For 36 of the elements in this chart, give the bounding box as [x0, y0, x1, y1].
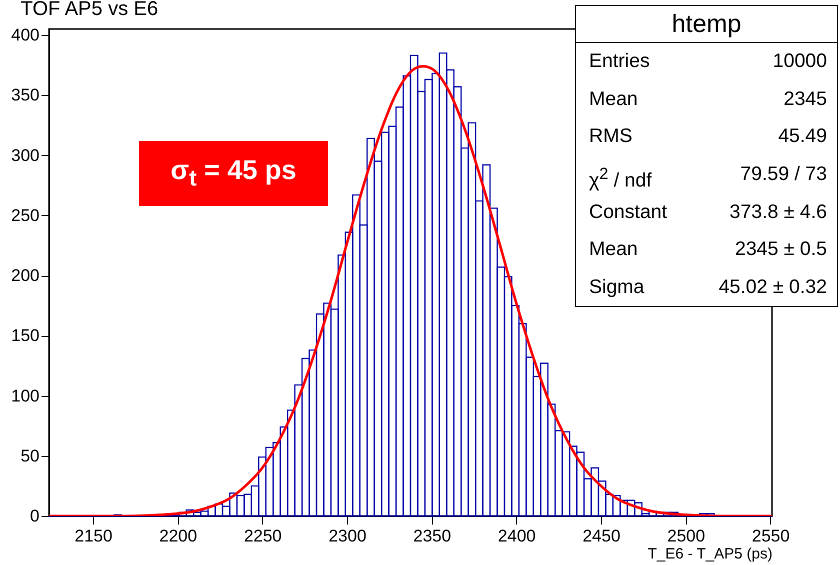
- text: 10000: [772, 50, 827, 72]
- annotation: 79.59 / 73: [740, 162, 827, 188]
- x-tick-label: 2400: [498, 526, 536, 546]
- text: 45.49: [778, 125, 827, 148]
- y-tick-label: 350: [11, 86, 40, 105]
- annotation: 373.8 ± 4.6: [730, 200, 827, 225]
- annotation: Sigma: [589, 275, 644, 300]
- annotation: htemp: [576, 6, 837, 43]
- y-tick-label: 50: [20, 446, 40, 466]
- y-tick-label: 250: [11, 206, 40, 225]
- x-tick-label: 2250: [244, 526, 282, 546]
- annotation: 45.02 ± 0.32: [718, 275, 827, 300]
- annotation: Mean: [589, 237, 638, 262]
- x-tick-label: 2550: [752, 526, 790, 546]
- annotation: Constant: [589, 200, 668, 225]
- x-tick-label: 2300: [328, 526, 366, 546]
- y-tick-label: 400: [11, 26, 40, 45]
- annotation: 2345 ± 0.5: [734, 237, 827, 262]
- x-tick-label: 2350: [413, 526, 452, 546]
- annotation: Mean: [589, 86, 638, 112]
- x-tick-label: 2500: [667, 526, 706, 546]
- y-tick-label: 300: [11, 146, 40, 165]
- text: 2345: [784, 88, 827, 110]
- annotation: Entries: [589, 49, 650, 74]
- annotation: RMS: [589, 124, 632, 150]
- x-tick-label: 2150: [74, 526, 112, 546]
- x-axis-title: T_E6 - T_AP5 (ps): [648, 546, 772, 562]
- y-tick-label: 150: [11, 326, 40, 346]
- x-tick-label: 2450: [582, 526, 620, 546]
- y-tick-label: 200: [11, 266, 40, 286]
- x-tick-label: 2200: [159, 526, 198, 546]
- annotation: σ$_{t}$ = 45 ps: [170, 155, 296, 192]
- chart-title: TOF AP5 vs E6: [20, 0, 158, 20]
- y-tick-label: 0: [30, 506, 40, 526]
- y-tick-label: 100: [11, 386, 40, 406]
- annotation: χ$^{2}$ / ndf: [589, 164, 652, 194]
